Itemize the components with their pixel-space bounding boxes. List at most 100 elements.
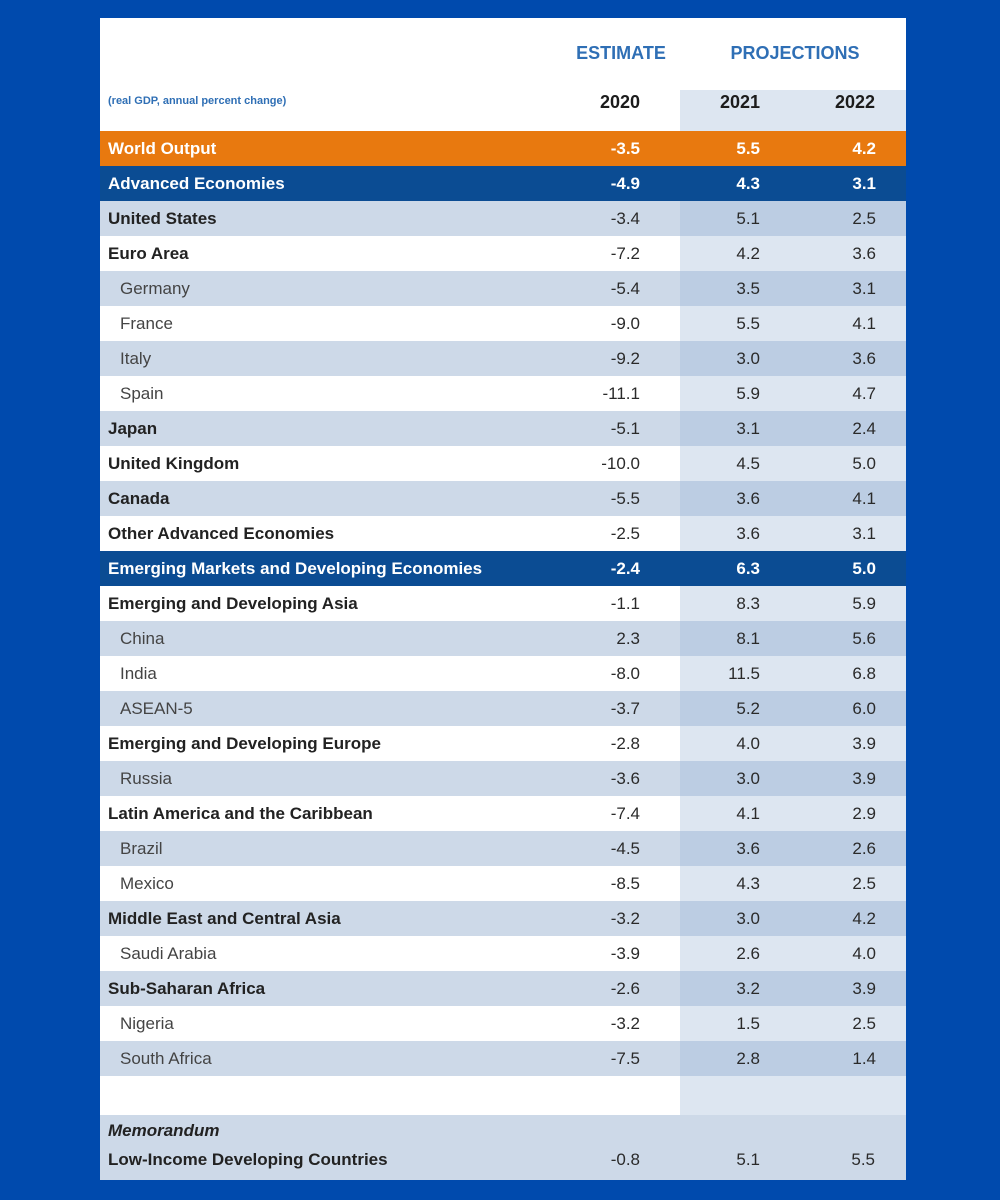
- value-2021-cell: 6.3: [680, 551, 820, 586]
- value-2021: 4.5: [736, 453, 760, 473]
- value-2020: -7.2: [610, 243, 640, 263]
- value-2022: 6.0: [820, 691, 906, 726]
- row-label: Italy: [120, 348, 152, 368]
- table-row: World Output -3.5 5.5 4.2: [100, 131, 906, 166]
- value-2020: -9.0: [610, 313, 640, 333]
- value-2022: 4.1: [820, 481, 906, 516]
- value-2021: 6.3: [736, 558, 760, 578]
- value-2022: 4.1: [820, 306, 906, 341]
- year-header-2020: 2020: [599, 92, 640, 112]
- value-2022: 4.2: [820, 901, 906, 936]
- table-row: Russia -3.6 3.0 3.9: [100, 761, 906, 796]
- value-2021-cell: 8.3: [680, 586, 820, 621]
- value-2021: 2.6: [736, 943, 760, 963]
- table-row: Spain -11.1 5.9 4.7: [100, 376, 906, 411]
- value-2021: 8.1: [736, 628, 760, 648]
- row-label: Spain: [120, 383, 164, 403]
- value-2022: 3.6: [820, 341, 906, 376]
- value-2022: 6.8: [820, 656, 906, 691]
- value-2020: -2.6: [610, 978, 640, 998]
- value-2022: 3.6: [820, 236, 906, 271]
- row-label: India: [120, 663, 157, 683]
- value-2021: 4.2: [736, 243, 760, 263]
- table-row: Japan -5.1 3.1 2.4: [100, 411, 906, 446]
- value-2022: 4.2: [820, 131, 906, 166]
- value-2020: -3.6: [610, 768, 640, 788]
- year-header-2021: 2021: [719, 92, 760, 112]
- value-2021-cell: 3.6: [680, 481, 820, 516]
- value-2021: 3.0: [736, 908, 760, 928]
- value-2020: -5.5: [610, 488, 640, 508]
- value-2021-cell: 5.5: [680, 131, 820, 166]
- value-2021: 11.5: [728, 663, 760, 683]
- value-2022: 2.6: [820, 831, 906, 866]
- memorandum-value-2021: 5.1: [736, 1150, 760, 1169]
- value-2021-cell: 11.5: [680, 656, 820, 691]
- value-2020: 2.3: [616, 628, 640, 648]
- memorandum-value-2022: 5.5: [851, 1150, 875, 1169]
- value-2020: -10.0: [601, 453, 640, 473]
- value-2022: 3.9: [820, 761, 906, 796]
- row-label: World Output: [108, 138, 217, 158]
- value-2020: -2.4: [610, 558, 640, 578]
- value-2021-cell: 2.8: [680, 1041, 820, 1076]
- memorandum-title: Memorandum: [108, 1121, 220, 1140]
- row-label: Emerging and Developing Europe: [108, 733, 381, 753]
- value-2020: -4.5: [610, 838, 640, 858]
- value-2020: -3.9: [610, 943, 640, 963]
- row-label: Nigeria: [120, 1013, 174, 1033]
- value-2021: 5.1: [736, 208, 760, 228]
- value-2022: 2.5: [820, 201, 906, 236]
- row-label: Japan: [108, 418, 158, 438]
- table-row: Sub-Saharan Africa -2.6 3.2 3.9: [100, 971, 906, 1006]
- value-2022: 2.5: [820, 866, 906, 901]
- value-2021: 5.9: [736, 383, 760, 403]
- value-2020: -3.5: [610, 138, 640, 158]
- value-2021: 3.0: [736, 348, 760, 368]
- value-2020: -1.1: [610, 593, 640, 613]
- value-2020: -7.4: [610, 803, 640, 823]
- value-2022: 5.0: [820, 446, 906, 481]
- value-2021-cell: 4.2: [680, 236, 820, 271]
- estimate-header: ESTIMATE: [576, 43, 666, 63]
- row-label: Saudi Arabia: [120, 943, 217, 963]
- value-2021: 4.3: [736, 173, 760, 193]
- value-2021-cell: 5.1: [680, 201, 820, 236]
- value-2022: 5.0: [820, 551, 906, 586]
- value-2022: 2.9: [820, 796, 906, 831]
- row-label: China: [120, 628, 165, 648]
- table-row: United Kingdom -10.0 4.5 5.0: [100, 446, 906, 481]
- value-2021-cell: 3.0: [680, 761, 820, 796]
- value-2020: -3.2: [610, 908, 640, 928]
- row-label: United States: [108, 208, 217, 228]
- value-2020: -8.5: [610, 873, 640, 893]
- value-2020: -5.4: [610, 278, 640, 298]
- value-2021: 2.8: [736, 1048, 760, 1068]
- table-row: Nigeria -3.2 1.5 2.5: [100, 1006, 906, 1041]
- row-label: Canada: [108, 488, 170, 508]
- row-label: Russia: [120, 768, 172, 788]
- value-2021-cell: 3.5: [680, 271, 820, 306]
- table-row: Advanced Economies -4.9 4.3 3.1: [100, 166, 906, 201]
- value-2021-cell: 1.5: [680, 1006, 820, 1041]
- value-2021: 3.1: [736, 418, 760, 438]
- table-row: China 2.3 8.1 5.6: [100, 621, 906, 656]
- table-row: Latin America and the Caribbean -7.4 4.1 2.…: [100, 796, 906, 831]
- row-label: Sub-Saharan Africa: [108, 978, 266, 998]
- value-2022: 5.9: [820, 586, 906, 621]
- value-2020: -11.1: [602, 383, 641, 403]
- projections-header: PROJECTIONS: [730, 43, 860, 63]
- table-row: Emerging Markets and Developing Economie…: [100, 551, 906, 586]
- value-2021: 3.6: [736, 523, 760, 543]
- value-2021: 8.3: [736, 593, 760, 613]
- value-2020: -3.2: [610, 1013, 640, 1033]
- value-2022: 1.4: [820, 1041, 906, 1076]
- value-2020: -3.4: [610, 208, 640, 228]
- table-row: South Africa -7.5 2.8 1.4: [100, 1041, 906, 1076]
- value-2021: 4.1: [736, 803, 760, 823]
- value-2022: 3.9: [820, 726, 906, 761]
- table-row: Brazil -4.5 3.6 2.6: [100, 831, 906, 866]
- table-row: ASEAN-5 -3.7 5.2 6.0: [100, 691, 906, 726]
- gdp-projection-table: ESTIMATE PROJECTIONS (real GDP, annual p…: [100, 18, 906, 1180]
- value-2021: 5.5: [736, 313, 760, 333]
